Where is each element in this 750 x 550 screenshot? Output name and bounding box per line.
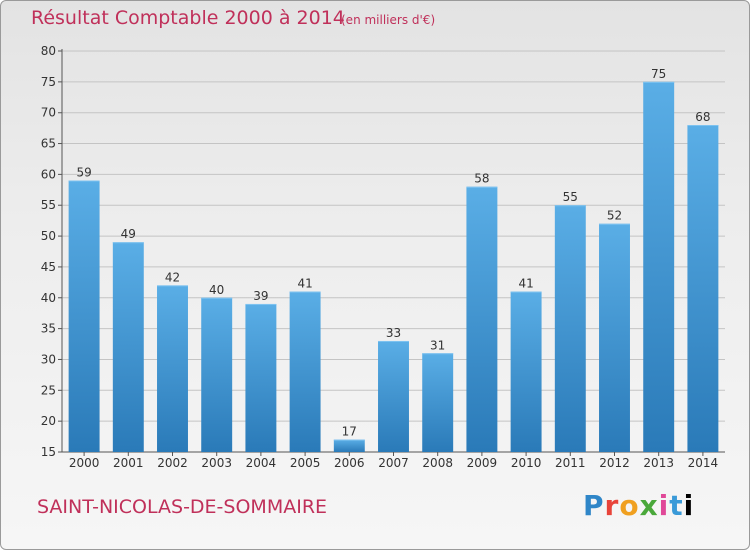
x-tick-label: 2000 [69,456,100,470]
bar-2006 [333,439,365,452]
y-tick-label: 65 [41,137,56,151]
x-tick-label: 2005 [290,456,321,470]
y-tick-label: 80 [41,44,56,58]
x-tick-label: 2001 [113,456,144,470]
chart-subtitle: (en milliers d'€) [341,13,436,27]
logo-letter: i [683,489,695,522]
bar-2012 [599,223,630,452]
bar-2014 [687,125,719,453]
bar-2000 [68,180,100,453]
y-tick-label: 45 [41,260,56,274]
data-label-2002: 42 [165,270,180,284]
x-tick-label: 2014 [688,456,719,470]
data-label-2000: 59 [76,166,91,180]
y-tick-label: 55 [41,198,56,212]
bars [68,81,719,453]
y-tick-label: 75 [41,75,56,89]
bar-2009 [466,186,498,452]
chart-title: Résultat Comptable 2000 à 2014 [31,7,345,29]
y-tick-label: 40 [41,291,56,305]
y-tick-label: 70 [41,106,56,120]
y-tick-label: 20 [41,414,56,428]
bar-2003 [201,297,233,452]
x-tick-label: 2004 [246,456,277,470]
data-label-2005: 41 [297,277,312,291]
data-label-2009: 58 [474,172,489,186]
data-label-2003: 40 [209,283,224,297]
data-label-2006: 17 [342,425,357,439]
logo-letter: t [669,489,684,522]
x-tick-label: 2009 [467,456,498,470]
x-tick-label: 2002 [157,456,188,470]
bar-2008 [422,353,454,452]
logo-letter: r [604,489,620,522]
proxiti-logo: Proxiti [583,489,694,522]
x-tick-label: 2003 [201,456,232,470]
data-label-2012: 52 [607,209,622,223]
bar-2011 [554,205,586,452]
x-tick-label: 2012 [599,456,630,470]
bar-2013 [643,81,675,452]
data-label-2007: 33 [386,326,401,340]
data-label-2001: 49 [121,227,136,241]
y-tick-label: 30 [41,352,56,366]
labels: 15 20 25 30 35 40 45 50 55 60 65 70 75 80 59 2000 49 2001… [41,44,718,470]
bar-2010 [510,291,542,452]
x-tick-label: 2007 [378,456,409,470]
data-label-2004: 39 [253,289,268,303]
logo-letter: x [639,489,659,522]
bar-2007 [378,340,409,452]
commune-name: SAINT-NICOLAS-DE-SOMMAIRE [37,496,328,518]
y-tick-label: 25 [41,383,56,397]
data-label-2008: 31 [430,338,445,352]
logo-letter: P [583,489,605,522]
x-tick-label: 2006 [334,456,365,470]
y-tick-label: 35 [41,322,56,336]
x-tick-label: 2013 [643,456,674,470]
bar-2001 [112,242,144,452]
logo-letter: i [658,489,670,522]
x-tick-label: 2008 [422,456,453,470]
data-label-2010: 41 [518,277,533,291]
bar-2005 [289,291,321,452]
data-label-2011: 55 [563,190,578,204]
y-tick-label: 50 [41,229,56,243]
y-tick-label: 15 [41,445,56,459]
x-tick-label: 2011 [555,456,586,470]
x-tick-label: 2010 [511,456,542,470]
data-label-2014: 68 [695,110,710,124]
logo-letter: o [619,489,640,522]
bar-2004 [245,303,277,452]
bar-2002 [157,285,188,452]
y-tick-label: 60 [41,167,56,181]
data-label-2013: 75 [651,67,666,81]
